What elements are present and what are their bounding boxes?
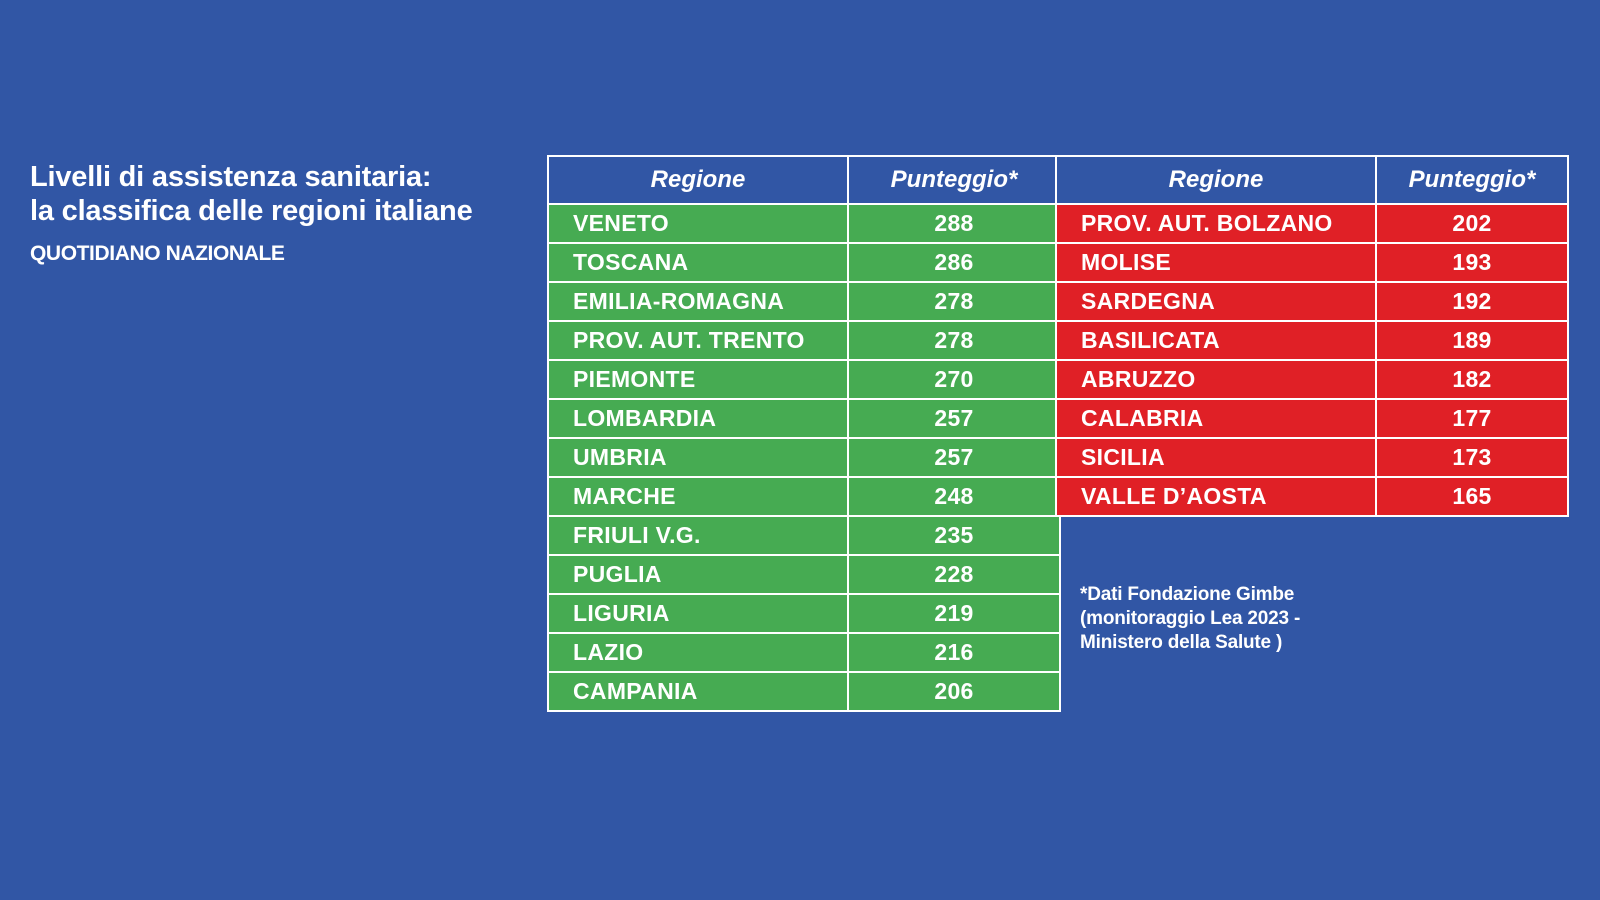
region-name: UMBRIA [547,437,849,478]
table-row: SARDEGNA 192 [1055,281,1569,322]
table-row: BASILICATA 189 [1055,320,1569,361]
page-title: Livelli di assistenza sanitaria: la clas… [30,160,540,228]
table-row: LOMBARDIA 257 [547,398,1061,439]
region-score: 206 [847,671,1061,712]
region-score: 278 [847,320,1061,361]
region-name: LIGURIA [547,593,849,634]
footnote: *Dati Fondazione Gimbe (monitoraggio Lea… [1080,583,1380,655]
table-row: EMILIA-ROMAGNA 278 [547,281,1061,322]
region-score: 216 [847,632,1061,673]
table-header-row: Regione Punteggio* [547,155,1061,205]
region-score: 235 [847,515,1061,556]
table-row: PROV. AUT. BOLZANO 202 [1055,203,1569,244]
region-name: ABRUZZO [1055,359,1377,400]
footnote-line-3: Ministero della Salute ) [1080,632,1283,653]
table-row: PROV. AUT. TRENTO 278 [547,320,1061,361]
title-block: Livelli di assistenza sanitaria: la clas… [30,160,540,266]
region-name: PROV. AUT. BOLZANO [1055,203,1377,244]
table-row: VENETO 288 [547,203,1061,244]
source-label: QUOTIDIANO NAZIONALE [30,242,285,265]
region-score: 202 [1375,203,1569,244]
region-name: LAZIO [547,632,849,673]
region-name: LOMBARDIA [547,398,849,439]
region-name: PUGLIA [547,554,849,595]
table-row: MARCHE 248 [547,476,1061,517]
table-row: FRIULI V.G. 235 [547,515,1061,556]
table-row: SICILIA 173 [1055,437,1569,478]
table-row: LAZIO 216 [547,632,1061,673]
ranking-table-top: Regione Punteggio* VENETO 288 TOSCANA 286 EM… [547,155,1061,712]
region-name: CALABRIA [1055,398,1377,439]
region-score: 219 [847,593,1061,634]
region-score: 193 [1375,242,1569,283]
region-score: 257 [847,398,1061,439]
region-name: FRIULI V.G. [547,515,849,556]
region-score: 286 [847,242,1061,283]
table-row: UMBRIA 257 [547,437,1061,478]
table-header-row: Regione Punteggio* [1055,155,1569,205]
region-name: PIEMONTE [547,359,849,400]
table-row: LIGURIA 219 [547,593,1061,634]
footnote-line-1: *Dati Fondazione Gimbe [1080,584,1295,605]
region-score: 288 [847,203,1061,244]
region-score: 192 [1375,281,1569,322]
region-name: VALLE D’AOSTA [1055,476,1377,517]
table-row: VALLE D’AOSTA 165 [1055,476,1569,517]
region-name: TOSCANA [547,242,849,283]
region-score: 189 [1375,320,1569,361]
table-row: PIEMONTE 270 [547,359,1061,400]
table-row: ABRUZZO 182 [1055,359,1569,400]
table-row: CAMPANIA 206 [547,671,1061,712]
region-name: MOLISE [1055,242,1377,283]
region-score: 173 [1375,437,1569,478]
table-row: PUGLIA 228 [547,554,1061,595]
region-score: 270 [847,359,1061,400]
region-name: VENETO [547,203,849,244]
header-regione: Regione [547,155,849,205]
region-score: 248 [847,476,1061,517]
title-line-2: la classifica delle regioni italiane [30,195,473,227]
ranking-table-bottom: Regione Punteggio* PROV. AUT. BOLZANO 202… [1055,155,1569,517]
title-line-1: Livelli di assistenza sanitaria: [30,161,432,193]
region-score: 165 [1375,476,1569,517]
region-score: 278 [847,281,1061,322]
region-score: 228 [847,554,1061,595]
region-name: SARDEGNA [1055,281,1377,322]
region-name: MARCHE [547,476,849,517]
table-row: CALABRIA 177 [1055,398,1569,439]
region-name: CAMPANIA [547,671,849,712]
footnote-line-2: (monitoraggio Lea 2023 - [1080,608,1301,629]
header-punteggio: Punteggio* [847,155,1061,205]
region-name: BASILICATA [1055,320,1377,361]
table-row: MOLISE 193 [1055,242,1569,283]
header-regione: Regione [1055,155,1377,205]
region-name: EMILIA-ROMAGNA [547,281,849,322]
region-score: 177 [1375,398,1569,439]
region-name: PROV. AUT. TRENTO [547,320,849,361]
region-score: 257 [847,437,1061,478]
region-score: 182 [1375,359,1569,400]
header-punteggio: Punteggio* [1375,155,1569,205]
region-name: SICILIA [1055,437,1377,478]
table-row: TOSCANA 286 [547,242,1061,283]
